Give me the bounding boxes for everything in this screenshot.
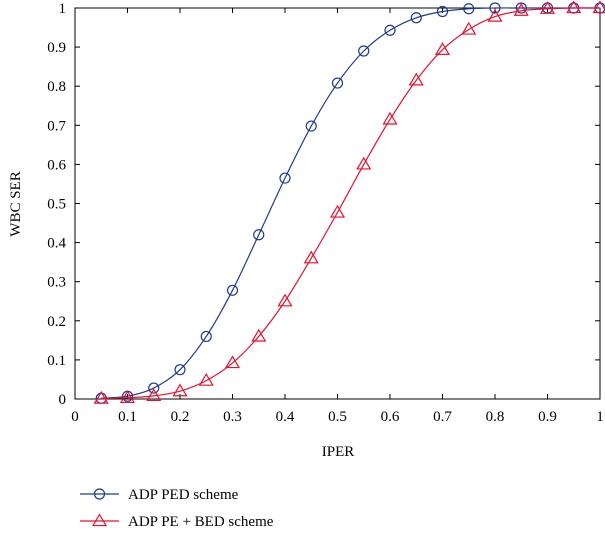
data-point [513,3,529,16]
data-point [172,383,188,397]
y-tick-label: 0.7 [47,118,66,134]
y-tick-label: 0.8 [47,79,66,95]
series-line [101,7,600,399]
data-point [539,1,556,14]
data-point [436,5,449,18]
data-point [408,72,424,86]
x-tick-label: 0.2 [171,409,190,425]
x-tick-label: 0.6 [381,409,400,425]
plot-frame [74,7,601,400]
y-tick-label: 1 [59,1,67,17]
y-tick-label: 0.1 [47,353,66,369]
legend-label: ADP PE + BED scheme [128,514,274,530]
x-tick-label: 0.8 [486,409,505,425]
series-line [101,7,601,400]
x-tick-label: 0.3 [223,409,242,425]
data-point [358,45,370,57]
legend-swatch-marker [93,488,106,500]
data-point [566,0,582,14]
x-axis-label: IPER [322,444,355,460]
x-tick-label: 0.1 [118,409,137,425]
data-point [410,12,422,24]
data-point [487,8,503,22]
data-point [200,330,212,343]
data-point [515,2,527,14]
x-tick-label: 0.4 [276,409,295,425]
data-point [93,390,109,404]
data-point [463,3,475,15]
legend-entry: ADP PED scheme [80,487,239,503]
y-tick-label: 0.2 [47,314,66,330]
legend-swatch-marker [91,513,108,527]
data-point [461,21,477,35]
series-1 [95,2,605,404]
data-point [251,328,267,342]
data-point [331,77,344,89]
data-point [382,111,398,125]
series-2 [93,0,605,404]
x-tick-label: 1 [596,409,604,425]
y-tick-label: 0.9 [47,40,66,56]
y-tick-label: 0.3 [47,275,66,291]
data-point [119,390,136,403]
data-point [253,229,265,241]
data-point [434,42,451,55]
legend-entry: ADP PE + BED scheme [80,513,274,530]
data-point [329,204,346,218]
data-point [489,2,501,14]
x-tick-label: 0.9 [538,409,557,425]
data-point [198,372,214,386]
data-point [592,0,605,14]
data-point [279,172,291,184]
data-point [356,156,372,170]
data-point [303,250,319,264]
y-tick-label: 0.4 [47,236,66,252]
y-tick-label: 0 [59,392,67,408]
x-tick-label: 0 [71,409,79,425]
x-tick-label: 0.5 [328,409,347,425]
data-point [277,293,293,307]
data-point [174,364,186,376]
data-point [146,388,162,402]
data-point [226,284,239,296]
data-point [384,24,396,36]
data-point [148,382,160,394]
y-axis-label: WBC SER [8,171,24,236]
data-point [224,355,241,369]
y-tick-label: 0.5 [47,197,66,213]
legend-label: ADP PED scheme [128,487,239,503]
y-tick-label: 0.6 [47,157,66,173]
x-tick-label: 0.7 [433,409,452,425]
data-point [305,120,317,132]
